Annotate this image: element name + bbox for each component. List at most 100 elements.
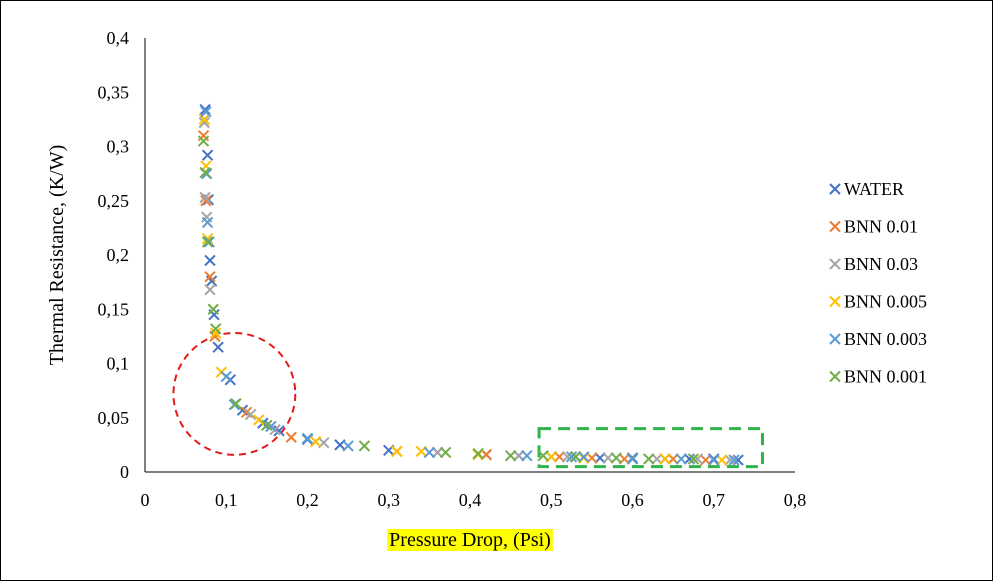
data-point xyxy=(201,236,214,248)
series-bnn-0-005 xyxy=(198,113,728,466)
data-point xyxy=(521,450,533,462)
x-tick-label: 0,3 xyxy=(378,490,401,510)
data-point xyxy=(204,270,216,283)
data-point xyxy=(651,453,663,465)
data-point xyxy=(667,453,679,465)
data-point xyxy=(285,431,297,443)
legend-marker xyxy=(829,183,841,195)
legend-label: WATER xyxy=(844,179,904,199)
data-point xyxy=(209,323,222,335)
y-tick-label: 0,15 xyxy=(98,299,130,319)
data-point xyxy=(204,254,216,267)
data-point xyxy=(207,303,219,315)
x-tick-label: 0,1 xyxy=(215,490,238,510)
series-bnn-0-003 xyxy=(200,106,740,466)
data-point xyxy=(594,452,606,464)
data-point xyxy=(273,425,285,437)
data-point xyxy=(261,419,273,432)
y-tick-label: 0,1 xyxy=(107,354,130,374)
legend-label: BNN 0.005 xyxy=(844,292,927,312)
legend-marker xyxy=(829,333,841,345)
data-point xyxy=(244,408,257,421)
data-point xyxy=(513,450,525,462)
x-tick-label: 0,8 xyxy=(784,490,807,510)
data-point xyxy=(197,135,210,147)
data-point xyxy=(732,454,744,466)
data-point xyxy=(569,451,582,463)
data-point xyxy=(561,451,574,463)
data-point xyxy=(659,453,671,465)
data-point xyxy=(423,446,436,459)
data-point xyxy=(602,452,614,464)
highlight-rectangle xyxy=(537,427,764,469)
data-point xyxy=(626,453,639,465)
data-point xyxy=(716,454,728,466)
legend-marker xyxy=(829,295,841,308)
data-point xyxy=(200,195,212,207)
data-point xyxy=(683,453,696,465)
series-bnn-0-01 xyxy=(197,129,712,466)
data-point xyxy=(209,327,222,339)
data-point xyxy=(253,414,265,426)
x-axis-title: Pressure Drop, (Psi) xyxy=(389,529,551,551)
y-tick-label: 0 xyxy=(120,462,129,482)
data-point xyxy=(201,149,214,161)
y-tick-label: 0,3 xyxy=(107,137,130,157)
data-point xyxy=(687,453,700,465)
legend-marker xyxy=(829,220,841,233)
data-point xyxy=(643,453,655,465)
highlight-circle xyxy=(172,331,297,456)
data-point xyxy=(691,453,704,465)
data-point xyxy=(201,216,214,229)
legend-label: BNN 0.001 xyxy=(844,367,927,387)
data-point xyxy=(199,191,211,204)
data-point xyxy=(358,440,371,452)
data-point xyxy=(578,451,590,463)
y-tick-label: 0,35 xyxy=(98,82,130,102)
data-point xyxy=(439,446,452,459)
data-point xyxy=(220,370,232,383)
data-point xyxy=(728,454,740,466)
series-bnn-0-001 xyxy=(197,135,700,465)
y-tick-label: 0,25 xyxy=(98,191,130,211)
data-point xyxy=(200,106,212,118)
data-point xyxy=(309,435,322,448)
data-point xyxy=(537,450,549,462)
data-point xyxy=(504,450,517,462)
data-point xyxy=(212,341,224,353)
data-point xyxy=(553,451,566,463)
x-tick-labels: 0 0,1 0,2 0,3 0,4 0,5 0,6 0,7 0,8 xyxy=(141,490,807,510)
x-tick-label: 0,2 xyxy=(296,490,319,510)
legend-marker xyxy=(829,370,841,383)
x-tick-label: 0,7 xyxy=(703,490,726,510)
data-point xyxy=(391,445,403,458)
legend-label: BNN 0.003 xyxy=(844,329,927,349)
data-point xyxy=(708,454,720,466)
data-point xyxy=(431,446,444,459)
data-point xyxy=(199,166,211,179)
x-tick-label: 0 xyxy=(141,490,150,510)
x-tick-label: 0,5 xyxy=(540,490,563,510)
data-point xyxy=(204,284,216,296)
data-point xyxy=(724,454,736,466)
data-point xyxy=(565,451,578,463)
legend: WATER BNN 0.01 BNN 0.03 BNN 0.005 BNN 0.003 B… xyxy=(829,179,927,387)
data-point xyxy=(201,233,214,245)
data-point xyxy=(198,116,211,129)
data-point xyxy=(265,420,277,433)
data-marks xyxy=(197,103,744,466)
y-tick-label: 0,05 xyxy=(98,408,130,428)
data-point xyxy=(472,447,484,460)
y-tick-label: 0,4 xyxy=(107,28,130,48)
y-tick-labels: 0 0,05 0,1 0,15 0,2 0,25 0,3 0,35 0,4 xyxy=(98,28,130,482)
data-point xyxy=(342,440,354,452)
y-tick-label: 0,2 xyxy=(107,245,130,265)
data-point xyxy=(675,453,687,465)
x-tick-label: 0,6 xyxy=(621,490,644,510)
legend-marker xyxy=(829,258,841,270)
annotations xyxy=(172,331,764,469)
series-bnn-0-03 xyxy=(198,116,736,466)
data-point xyxy=(301,432,314,445)
